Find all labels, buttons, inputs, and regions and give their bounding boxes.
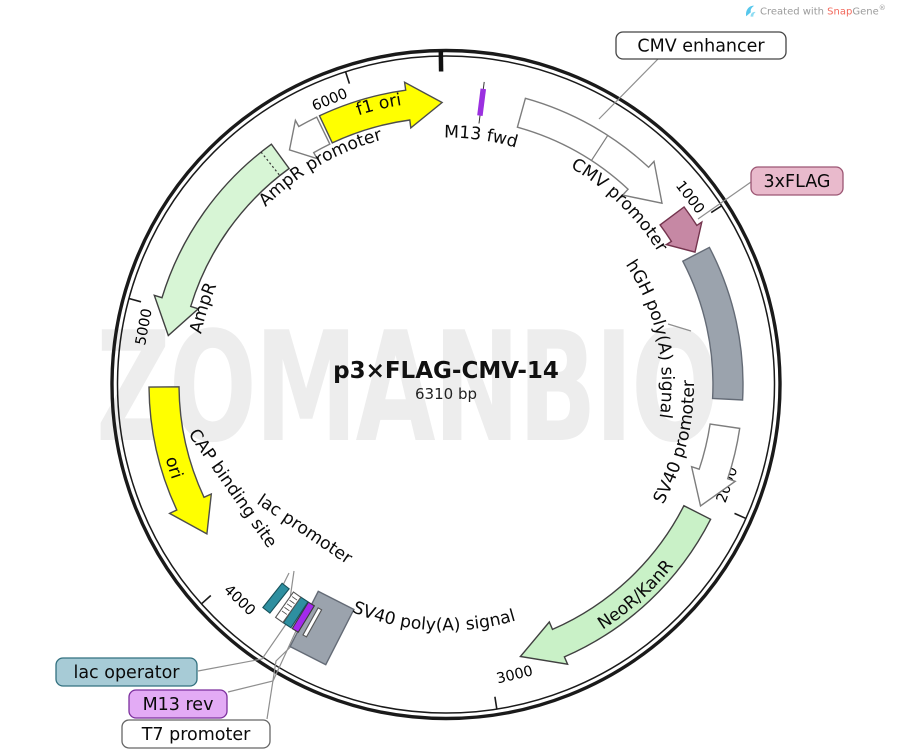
- lac-promoter-mark-hatch: [289, 599, 295, 604]
- features: [148, 81, 744, 666]
- f1-ori-arrow[interactable]: [318, 81, 444, 144]
- sv40-promoter-arrow[interactable]: [690, 423, 741, 508]
- cmv-enhancer-leader: [598, 58, 659, 120]
- boxed-labels: CMV enhancer 3xFLAG lac operator M13 rev T7 …: [55, 31, 844, 749]
- lac-promoter-mark-hatch: [286, 603, 293, 608]
- lac-promoter-mark-hatch: [284, 607, 290, 612]
- brand-gene: Gene: [852, 6, 879, 18]
- lac-promoter-mark-hatch: [281, 610, 288, 615]
- brand-snap: Snap: [827, 6, 853, 18]
- cap-binding-site-mark-rect: [262, 582, 290, 614]
- credit-text: Created with SnapGene®: [760, 4, 886, 18]
- cap-binding-site-mark[interactable]: [262, 582, 290, 614]
- 3xflag-label-box: [750, 166, 844, 196]
- tick-4000: [200, 594, 212, 605]
- cmv-enhancer-label-text: CMV enhancer: [637, 37, 765, 57]
- registered-mark: ®: [878, 4, 886, 12]
- t7-promoter-mark[interactable]: [302, 607, 323, 638]
- tick-1000: [710, 204, 723, 214]
- backbone-ring: [110, 48, 782, 721]
- ampr-arrow[interactable]: [153, 143, 291, 337]
- 3xflag-label[interactable]: 3xFLAG: [750, 166, 844, 196]
- tick-label-5000: 5000: [133, 307, 156, 346]
- neor-kanr-label: NeoR/KanR: [594, 556, 677, 634]
- m13-rev-label[interactable]: M13 rev: [128, 689, 228, 719]
- m13-rev-mark[interactable]: [291, 601, 316, 634]
- small-marks: [262, 81, 487, 638]
- tick-label-4000: 4000: [220, 582, 258, 619]
- hgh-leader: [667, 323, 692, 332]
- lac-promoter-mark-rect: [274, 591, 302, 624]
- plasmid-size: 6310 bp: [415, 385, 477, 403]
- t7-promoter-mark-rect: [302, 607, 323, 638]
- cmv-enhancer-label[interactable]: CMV enhancer: [615, 31, 787, 60]
- lac-promoter-mark-hatch: [291, 596, 298, 601]
- m13-rev-label-box: [128, 689, 228, 719]
- tick-3000: [494, 696, 498, 710]
- m13-rev-label-text: M13 rev: [143, 695, 214, 715]
- lac-operator-label-box: [55, 657, 198, 687]
- hgh-polya-signal-label: hGH poly(A) signal: [621, 256, 677, 419]
- watermark: ZOMANBIO: [96, 299, 719, 476]
- cmv-enhancer-promoter-arrow[interactable]: [516, 97, 663, 205]
- hgh-polya-signal-block[interactable]: [681, 246, 744, 401]
- m13-rev-mark-rect: [291, 601, 316, 634]
- leader-lines: [197, 58, 752, 720]
- plasmid-title: p3×FLAG-CMV-14: [333, 358, 559, 384]
- lac-operator-label-text: lac operator: [73, 663, 180, 683]
- backbone-outer-circle: [110, 48, 782, 721]
- t7-promoter-label-text: T7 promoter: [141, 725, 251, 745]
- tick-label-3000: 3000: [495, 663, 535, 687]
- neor-kanr-arrow[interactable]: [519, 504, 712, 666]
- 3xflag-arrow[interactable]: [659, 206, 703, 253]
- backbone-inner-circle: [116, 55, 776, 714]
- sv40-polya-signal-label: SV40 poly(A) signal: [350, 598, 518, 636]
- lac-promoter-mark[interactable]: [274, 591, 302, 624]
- cmv-enhancer-promoter-divider: [590, 135, 609, 161]
- m13-fwd-label: M13 fwd: [444, 122, 520, 152]
- lac-operator-label[interactable]: lac operator: [55, 657, 198, 687]
- 3xflag-leader: [697, 181, 752, 220]
- tick-2000: [734, 512, 747, 520]
- tick-6000: [344, 71, 351, 84]
- ori-arrow[interactable]: [148, 386, 213, 536]
- 3xflag-label-text: 3xFLAG: [764, 172, 831, 192]
- snapgene-credit: Created with SnapGene®: [744, 4, 886, 17]
- ampr-promoter-arrow[interactable]: [288, 116, 331, 160]
- lac-operator-leader: [197, 613, 294, 672]
- snapgene-logo-icon: [746, 5, 756, 17]
- tick-5000: [128, 297, 142, 303]
- m13-fwd-mark[interactable]: [477, 88, 487, 116]
- t7-promoter-label[interactable]: T7 promoter: [121, 719, 271, 749]
- t7-promoter-label-box: [121, 719, 271, 749]
- cmv-enhancer-label-box: [615, 31, 787, 60]
- ampr-signal-peptide-divider: [260, 151, 281, 176]
